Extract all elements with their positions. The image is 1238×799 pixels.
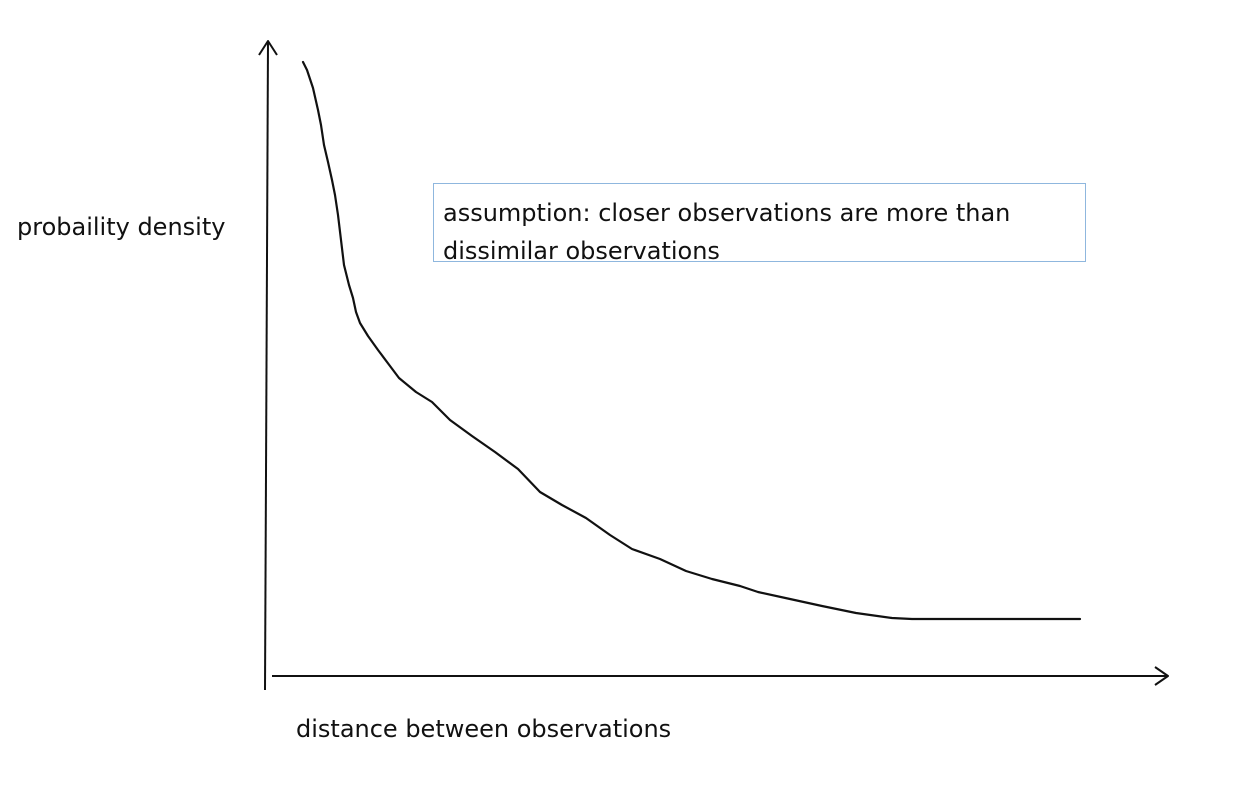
y-axis-label: probaility density [17, 213, 226, 241]
assumption-annotation-text: assumption: closer observations are more… [443, 199, 1011, 265]
y-axis-arrowhead [258, 40, 278, 56]
x-axis-label: distance between observations [296, 715, 672, 743]
y-axis [264, 40, 269, 691]
x-axis-arrowhead [1154, 666, 1169, 686]
assumption-annotation-box: assumption: closer observations are more… [433, 183, 1086, 265]
density-curve [301, 60, 1082, 621]
